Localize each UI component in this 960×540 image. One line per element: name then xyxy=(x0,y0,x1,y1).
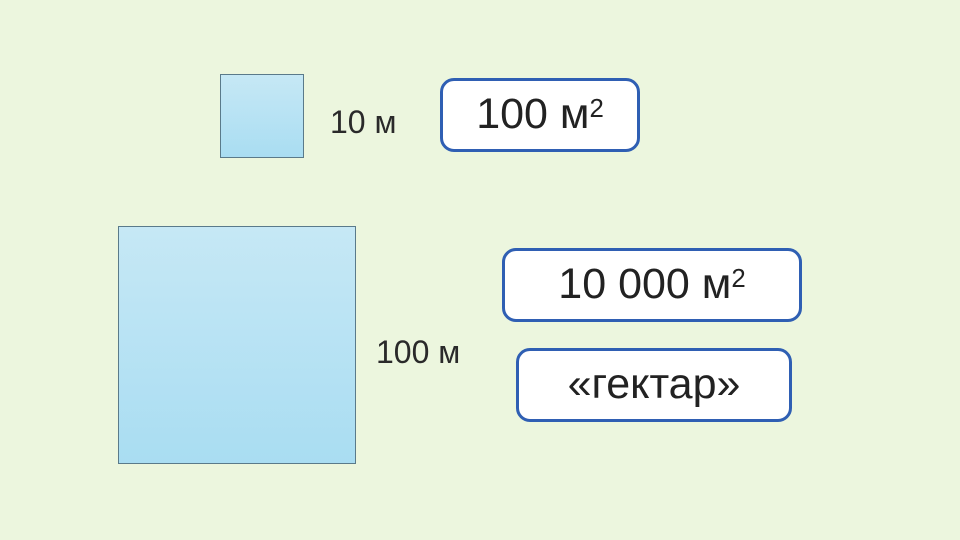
small-square-area-value: 100 м xyxy=(476,93,589,136)
large-square-name-label: «гектар» xyxy=(568,363,741,406)
large-square-shape xyxy=(118,226,356,464)
small-square-area-box: 100 м2 xyxy=(440,78,640,152)
small-square-area-exp: 2 xyxy=(589,97,603,123)
large-square-area-box: 10 000 м2 xyxy=(502,248,802,322)
large-square-name-box: «гектар» xyxy=(516,348,792,422)
large-square-area-value: 10 000 м xyxy=(558,263,731,306)
small-square-side-label: 10 м xyxy=(330,106,396,138)
large-square-side-label: 100 м xyxy=(376,336,460,368)
small-square-shape xyxy=(220,74,304,158)
large-square-area-exp: 2 xyxy=(731,267,745,293)
